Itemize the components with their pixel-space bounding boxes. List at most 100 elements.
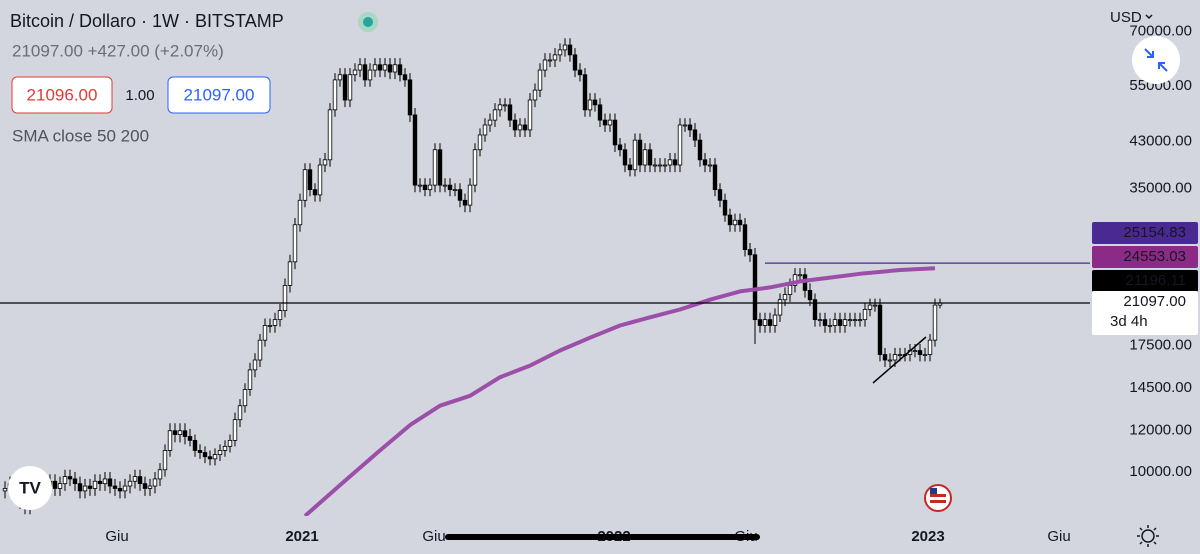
symbol-title: Bitcoin / Dollaro · 1W · BITSTAMP [10,11,284,31]
candle-body [842,319,848,326]
candle-body [627,164,633,171]
candle-body [212,454,218,460]
candle-body [157,469,163,480]
candle-body [287,261,293,286]
candle-body [557,49,563,56]
candle-body [677,124,683,166]
candle-body [77,483,83,492]
candle-body [342,74,348,101]
candle-body [652,164,658,167]
candle-body [727,214,733,226]
candle-body [167,430,173,451]
candle-body [252,359,258,371]
candle-body [777,299,783,316]
x-tick-label: Giu [105,528,128,545]
logo-mark: TV [19,478,41,497]
sell-price: 21096.00 [27,85,98,104]
candle-body [202,452,208,458]
candle-body [62,476,68,485]
candle-body [632,139,638,171]
currency[interactable]: USD [1110,9,1142,26]
candle-body [797,274,803,277]
candle-body [117,488,123,492]
candle-body [317,164,323,196]
candle-body [822,319,828,326]
candle-body [237,405,243,421]
candle-body [347,74,353,101]
candle-body [417,184,423,187]
candle-body [407,79,413,116]
candle-body [57,483,63,489]
candle-body [137,476,143,485]
candle-body [547,59,553,62]
candle-body [812,299,818,321]
candle-body [52,480,58,489]
candle-body [82,485,88,492]
candle-body [537,69,543,91]
candle-body [747,249,753,256]
candle-body [172,430,178,435]
candle-body [667,159,673,166]
event-flag[interactable] [924,484,952,512]
indicator-legend: SMA close 50 200 [12,126,149,145]
candle-body [272,319,278,326]
theme-rays [1137,525,1159,547]
candle-body [312,189,318,196]
candle-body [522,124,528,131]
candle-body [642,149,648,166]
candle-body [702,159,708,166]
theme-toggle[interactable] [1141,529,1155,543]
candle-body [262,325,268,341]
buy-button[interactable] [167,76,271,114]
candle-body [447,184,453,191]
y-tick-label: 70000.00 [1129,22,1192,39]
candle-body [147,485,153,489]
candle-body [542,59,548,71]
candle-body [442,184,448,187]
candle-body [67,476,73,480]
candle-body [472,149,478,186]
candle-body [622,149,628,166]
candle-body [857,319,863,322]
candle-body [107,478,113,487]
candle-body [92,480,98,489]
candle-body [297,199,303,226]
candle-body [142,483,148,489]
sell-button[interactable] [11,76,113,114]
candle-body [742,224,748,251]
collapse-button[interactable] [1132,36,1180,84]
price-label-box [1092,270,1198,292]
candle-body [132,476,138,482]
candle-body [412,114,418,186]
candle-body [682,124,688,127]
candle-body [657,164,663,167]
candle-body [257,339,263,361]
candle-body [247,369,253,390]
candle-body [192,439,198,451]
candle-body [752,254,758,321]
candle-body [882,354,888,361]
candle-body [697,139,703,161]
x-tick-label: Giu [1047,528,1070,545]
candle-body [672,159,678,166]
logo[interactable] [8,466,52,510]
candle-body [307,169,313,191]
y-tick-label: 12000.00 [1129,422,1192,439]
candle-body [187,436,193,441]
candle-body [97,480,103,485]
candle-body [462,199,468,206]
candle-body [367,69,373,81]
candle-body [567,44,573,56]
plot-area [0,38,1090,516]
x-tick-label: 2023 [911,528,944,545]
candle-body [402,74,408,81]
candle-body [517,124,523,131]
candle-body [647,149,653,166]
quantity: 1.00 [125,87,154,104]
candle-body [327,109,333,161]
candle-body [717,189,723,201]
candle-body [177,430,183,435]
candle-body [572,54,578,71]
candle-body [732,219,738,226]
candle-body [227,439,233,447]
